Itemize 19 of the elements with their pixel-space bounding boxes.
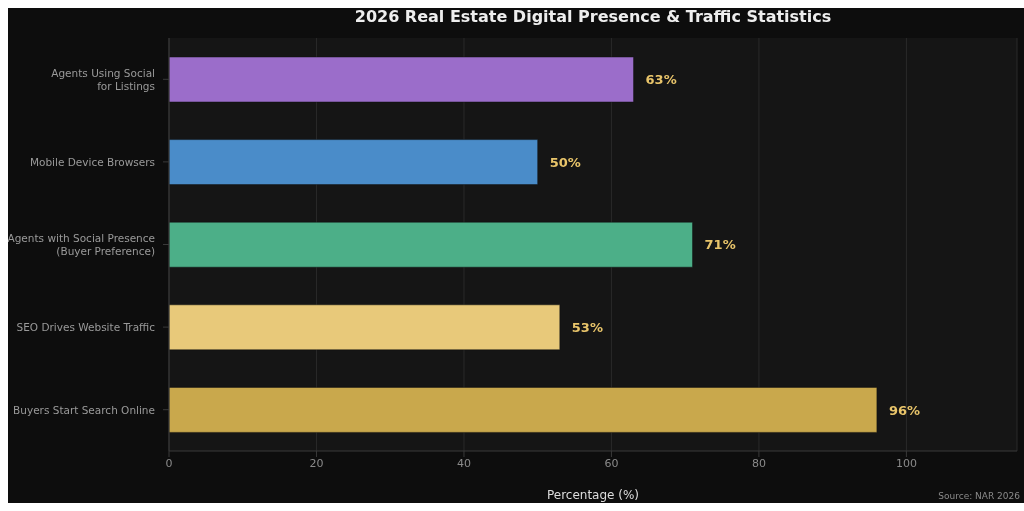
x-tick-label: 20 (309, 456, 324, 470)
data-label: 50% (549, 154, 581, 170)
source-note: Source: NAR 2026 (938, 491, 1020, 501)
data-label: 96% (888, 402, 921, 418)
y-tick-label: Agents with Social Presence (Buyer Preference) (7, 232, 155, 257)
x-tick-label: 60 (604, 456, 619, 470)
x-axis-title: Percentage (%) (546, 488, 640, 502)
x-tick-label: 100 (895, 456, 917, 470)
x-tick-label: 40 (456, 456, 471, 470)
y-tick-label: Mobile Device Browsers (29, 155, 155, 168)
x-tick-label: 80 (751, 456, 766, 470)
y-tick-label: Agents Using Social for Listings (51, 66, 155, 92)
y-tick-label: SEO Drives Website Traffic (16, 321, 156, 334)
data-label: 71% (704, 237, 736, 253)
data-label: 53% (571, 319, 603, 335)
data-label: 63% (645, 72, 677, 88)
x-tick-label: 0 (165, 456, 173, 470)
chart-title: 2026 Real Estate Digital Presence & Traffic Statistics (353, 6, 833, 28)
y-tick-label: Buyers Start Search Online (13, 403, 155, 416)
